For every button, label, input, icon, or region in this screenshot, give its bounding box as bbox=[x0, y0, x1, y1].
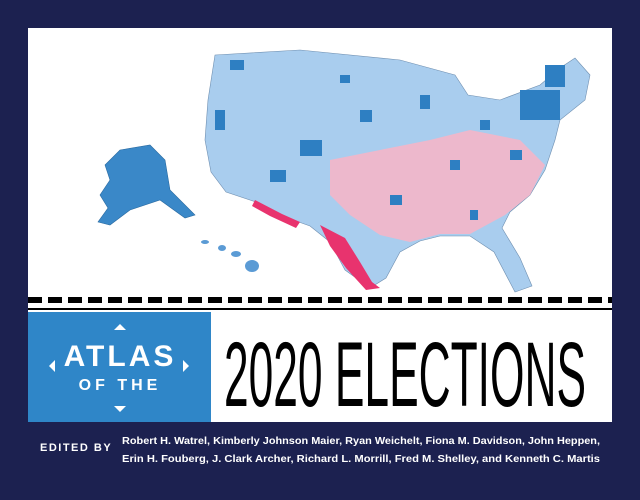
main-title: 2020 ELECTIONS bbox=[224, 324, 586, 426]
us-map bbox=[97, 49, 591, 293]
credits-label: EDITED BY bbox=[40, 442, 112, 454]
title-line: OF THE bbox=[79, 377, 162, 394]
map-region bbox=[330, 130, 545, 242]
map-hawaii bbox=[201, 240, 259, 272]
title-box bbox=[28, 312, 211, 422]
arrows bbox=[49, 324, 189, 412]
editors-line: Robert H. Watrel, Kimberly Johnson Maier… bbox=[122, 435, 600, 447]
map-region bbox=[320, 225, 380, 290]
map-alaska bbox=[97, 144, 196, 226]
map-region bbox=[252, 200, 300, 228]
editors-line: Erin H. Fouberg, J. Clark Archer, Richar… bbox=[122, 453, 600, 465]
credits-band bbox=[28, 422, 612, 472]
map-counties bbox=[215, 60, 565, 220]
title-line: ATLAS bbox=[64, 340, 177, 373]
dash-strip bbox=[28, 297, 612, 310]
